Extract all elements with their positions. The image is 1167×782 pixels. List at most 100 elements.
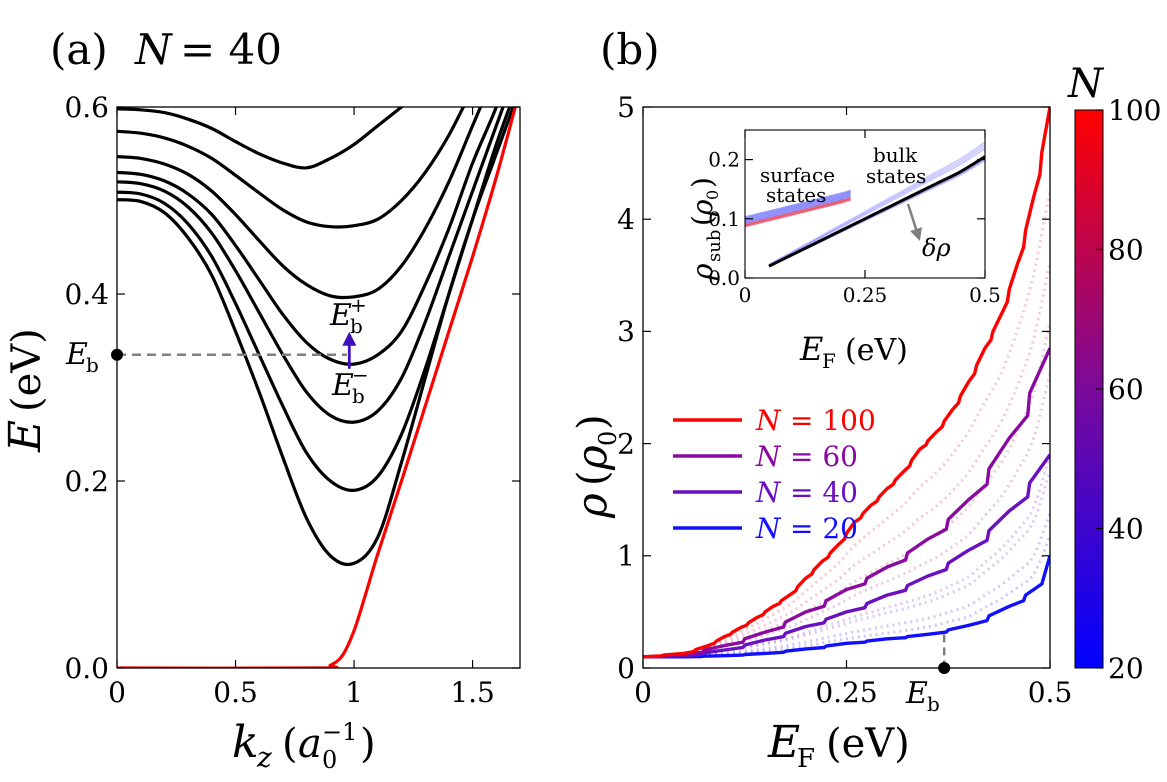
panel-a-xtick-label-3: 1.5 <box>450 676 495 709</box>
inset-surface-line-3 <box>745 193 851 222</box>
panel-a: (a) N = 40 0 0.5 1 1.5 0.0 0.2 0.4 0.6 E (eV) k… <box>0 25 521 774</box>
svg-text:): ) <box>360 721 376 767</box>
svg-text:): ) <box>686 177 719 188</box>
inset-surface-line-0 <box>745 198 851 228</box>
svg-text:F: F <box>822 349 836 373</box>
colorbar-ticks: 20 40 60 80 100 <box>1096 94 1161 685</box>
svg-text:E: E <box>0 420 51 453</box>
panel-b-xlabel: E F (eV) <box>767 717 910 774</box>
bulk-band-4 <box>117 107 499 366</box>
inset-surface-line-2 <box>745 194 851 224</box>
rho-curve-N60 <box>643 347 1050 659</box>
panel-a-ytick-label-1: 0.2 <box>64 465 109 498</box>
panel-a-plot-area <box>111 107 517 668</box>
legend-value-2: = 40 <box>790 476 858 509</box>
panel-a-xtick-label-2: 1 <box>345 676 363 709</box>
rho-curve-N20 <box>643 555 1050 659</box>
panel-a-xtick-label-0: 0 <box>108 676 126 709</box>
rho-curve-N100 <box>643 107 1050 659</box>
svg-text:F: F <box>797 744 815 774</box>
inset-bulk-line-6 <box>768 141 985 266</box>
legend-var-3: N <box>755 512 782 545</box>
svg-text:E: E <box>799 330 823 368</box>
bulk-band-6 <box>117 107 466 229</box>
svg-text:b: b <box>927 692 940 716</box>
panel-a-eb-label: E b <box>65 337 99 377</box>
legend-value-0: = 100 <box>790 404 876 437</box>
inset-surface-line-5 <box>745 189 851 219</box>
panel-b-plot-area <box>643 107 1050 674</box>
colorbar-tick-label-2: 60 <box>1108 373 1144 406</box>
inset-surface-text-2: states <box>766 183 826 207</box>
panel-b-xtick-label-0: 0 <box>634 676 652 709</box>
svg-text:E: E <box>329 298 352 333</box>
svg-text:sub: sub <box>704 230 725 262</box>
legend-var-1: N <box>755 440 782 473</box>
panel-a-frame <box>116 106 521 669</box>
inset-bulk-line-4 <box>768 147 985 267</box>
panel-a-ylabel: E (eV) <box>0 328 51 453</box>
panel-b-ytick-label-2: 2 <box>617 427 635 460</box>
panel-a-ytick-label-2: 0.4 <box>64 278 109 311</box>
svg-text:ρ: ρ <box>686 263 719 281</box>
panel-b-xtick-label-1: 0.25 <box>815 676 877 709</box>
panel-a-xtick-label-1: 0.5 <box>213 676 258 709</box>
panel-b-ylabel: ρ ( ρ 0 ) <box>567 414 622 519</box>
panel-a-ytick-label-3: 0.6 <box>64 91 109 124</box>
svg-text:(: ( <box>570 470 616 486</box>
svg-text:(: ( <box>686 215 719 226</box>
inset-background <box>745 130 985 278</box>
inset-surface-text-1: surface <box>760 163 835 187</box>
colorbar-tick-label-4: 100 <box>1108 94 1161 127</box>
svg-text:b: b <box>350 314 363 338</box>
inset-ytick-label-0: 0.0 <box>708 266 740 290</box>
svg-text:−: − <box>352 363 369 387</box>
svg-text:0: 0 <box>594 431 622 446</box>
inset-ylabel: ρ sub ( ρ 0 ) <box>686 177 725 281</box>
svg-text:0: 0 <box>703 190 722 200</box>
svg-text:): ) <box>570 414 616 430</box>
svg-text:0: 0 <box>322 746 337 774</box>
panel-b-ticks: 0 0.25 0.5 0 1 2 3 4 5 <box>617 91 1072 709</box>
inset-xtick-label-1: 0.25 <box>843 283 888 307</box>
svg-text:(: ( <box>282 721 298 767</box>
inset-ytick-label-1: 0.1 <box>708 207 740 231</box>
svg-text:E: E <box>767 717 800 768</box>
svg-text:(eV): (eV) <box>845 333 908 368</box>
rho-curve-N40 <box>643 453 1050 659</box>
svg-text:b: b <box>352 384 365 408</box>
inset-xlabel: E F (eV) <box>799 330 908 373</box>
inset-surface-line-4 <box>745 191 851 221</box>
svg-text:ρ: ρ <box>567 445 616 471</box>
inset-curves <box>745 141 985 268</box>
svg-text:E: E <box>65 337 88 372</box>
inset-bulk-text-1: bulk <box>873 143 918 167</box>
panel-b-eb-label: E b <box>905 676 940 716</box>
inset-bulk-line-5 <box>768 144 985 266</box>
surface-band <box>117 107 517 668</box>
svg-text:(eV): (eV) <box>826 721 910 767</box>
svg-text:ρ: ρ <box>567 493 616 519</box>
bulk-band-3 <box>117 107 505 424</box>
legend-var-2: N <box>755 476 782 509</box>
inset-xtick-label-2: 0.5 <box>969 283 1001 307</box>
inset-bulk-text-2: states <box>866 164 926 188</box>
svg-text:a: a <box>298 721 322 767</box>
legend-value-1: = 60 <box>790 440 858 473</box>
panel-a-title-eq: = 40 <box>180 25 282 74</box>
inset-bulk-core <box>768 155 985 268</box>
svg-text:E: E <box>331 368 354 403</box>
panel-b-ytick-label-3: 3 <box>617 315 635 348</box>
colorbar-tick-label-0: 20 <box>1108 652 1144 685</box>
svg-text:(eV): (eV) <box>4 328 50 412</box>
panel-a-ytick-label-0: 0.0 <box>64 652 109 685</box>
inset-surface-line-1 <box>745 196 851 226</box>
inset-ticks: 0 0.25 0.5 0.0 0.1 0.2 <box>708 130 1001 307</box>
panel-b-label: (b) <box>600 25 660 74</box>
legend-var-0: N <box>755 404 782 437</box>
panel-a-eb-minus-label: E b − <box>331 363 369 408</box>
svg-text:−1: −1 <box>322 718 357 746</box>
